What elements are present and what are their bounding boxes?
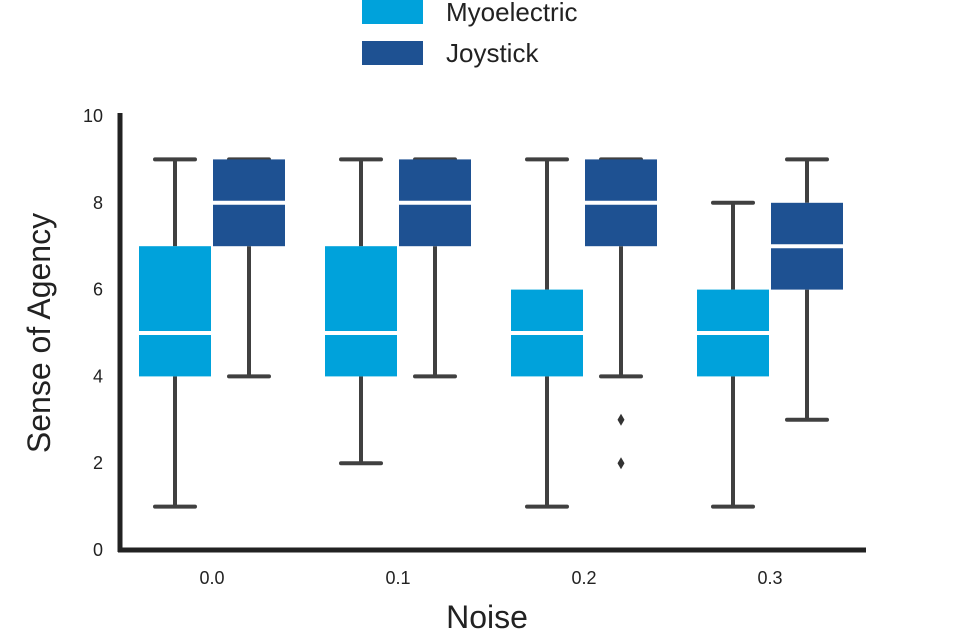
axes [117,113,866,553]
y-tick-label: 2 [93,453,103,473]
plot-area [139,157,843,509]
box-joystick-0.2 [585,157,657,470]
legend-label-myoelectric: Myoelectric [446,0,577,27]
legend: Myoelectric Joystick [362,0,577,68]
y-tick-label: 6 [93,280,103,300]
x-axis-label: Noise [446,599,528,631]
y-tick-label: 10 [83,106,103,126]
box-myoelectric-0.0 [139,157,211,509]
box-myoelectric-0.1 [325,157,397,466]
x-tick-label: 0.1 [385,568,410,588]
box-joystick-0.1 [399,157,471,379]
legend-swatch-myoelectric [362,0,423,24]
box-myoelectric-0.2 [511,157,583,509]
y-tick-labels: 0 2 4 6 8 10 [83,106,103,560]
x-tick-label: 0.0 [199,568,224,588]
x-tick-label: 0.2 [571,568,596,588]
box-myoelectric-0.3 [697,200,769,509]
legend-swatch-joystick [362,41,423,65]
box-iqr [325,246,397,377]
y-tick-label: 0 [93,540,103,560]
box-iqr [139,246,211,377]
y-tick-label: 4 [93,366,103,386]
y-tick-label: 8 [93,193,103,213]
box-joystick-0.3 [771,157,843,422]
y-axis-label: Sense of Agency [21,213,57,453]
outlier-point [617,413,625,426]
x-tick-label: 0.3 [757,568,782,588]
outlier-point [617,457,625,470]
box-joystick-0.0 [213,157,285,379]
legend-label-joystick: Joystick [446,38,539,68]
x-tick-labels: 0.0 0.1 0.2 0.3 [199,568,782,588]
